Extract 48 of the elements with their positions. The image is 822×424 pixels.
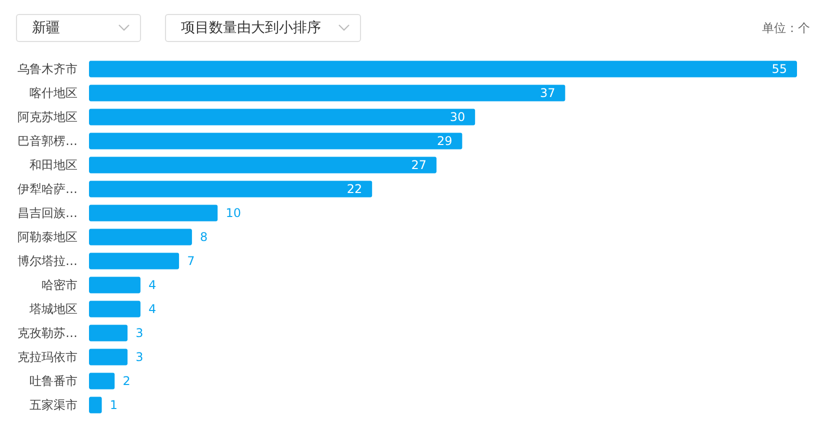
- text: 新疆: [32, 20, 60, 36]
- y-tick-label: 克孜勒苏…: [18, 326, 78, 340]
- data-label: 8: [200, 230, 208, 244]
- data-label: 4: [148, 278, 156, 292]
- y-tick-label: 喀什地区: [30, 86, 78, 100]
- y-tick-label: 乌鲁木齐市: [18, 62, 78, 76]
- bar: [89, 396, 102, 414]
- text: 单位：个: [762, 20, 810, 37]
- data-label: 27: [411, 158, 427, 172]
- bar: [89, 84, 566, 102]
- bar: [89, 180, 372, 198]
- y-tick-label: 五家渠市: [30, 398, 78, 412]
- bar: [89, 372, 115, 390]
- y-tick-label: 博尔塔拉…: [18, 254, 78, 268]
- data-label: 1: [110, 398, 118, 412]
- y-tick-label: 阿勒泰地区: [18, 230, 78, 244]
- y-tick-label: 昌吉回族…: [18, 206, 78, 220]
- text: 项目数量由大到小排序: [181, 20, 321, 36]
- y-tick-label: 哈密市: [42, 278, 78, 292]
- data-label: 7: [187, 254, 195, 268]
- data-label: 4: [148, 302, 156, 316]
- y-tick-label: 和田地区: [30, 158, 78, 172]
- y-tick-label: 吐鲁番市: [30, 374, 78, 388]
- bar: [89, 60, 797, 78]
- bar: [89, 348, 128, 366]
- bar: [89, 228, 192, 246]
- data-label: 2: [122, 374, 130, 388]
- bar: [89, 156, 437, 174]
- bar: [89, 276, 140, 294]
- y-tick-label: 塔城地区: [28, 302, 78, 316]
- y-tick-label: 阿克苏地区: [18, 110, 78, 124]
- bar: [89, 132, 462, 150]
- bar: [89, 324, 128, 342]
- data-label: 30: [450, 110, 466, 124]
- data-label: 10: [226, 206, 242, 220]
- y-tick-label: 巴音郭楞…: [18, 134, 78, 148]
- bar: [89, 252, 180, 270]
- bar: [89, 204, 218, 222]
- data-label: 3: [136, 350, 144, 364]
- y-tick-label: 伊犁哈萨…: [18, 182, 78, 196]
- bar: [89, 108, 476, 126]
- y-tick-label: 克拉玛依市: [18, 350, 78, 364]
- data-label: 22: [346, 182, 362, 196]
- data-label: 3: [136, 326, 144, 340]
- data-label: 29: [437, 134, 452, 148]
- bar: [89, 300, 140, 318]
- data-label: 55: [772, 62, 787, 76]
- data-label: 37: [540, 86, 556, 100]
